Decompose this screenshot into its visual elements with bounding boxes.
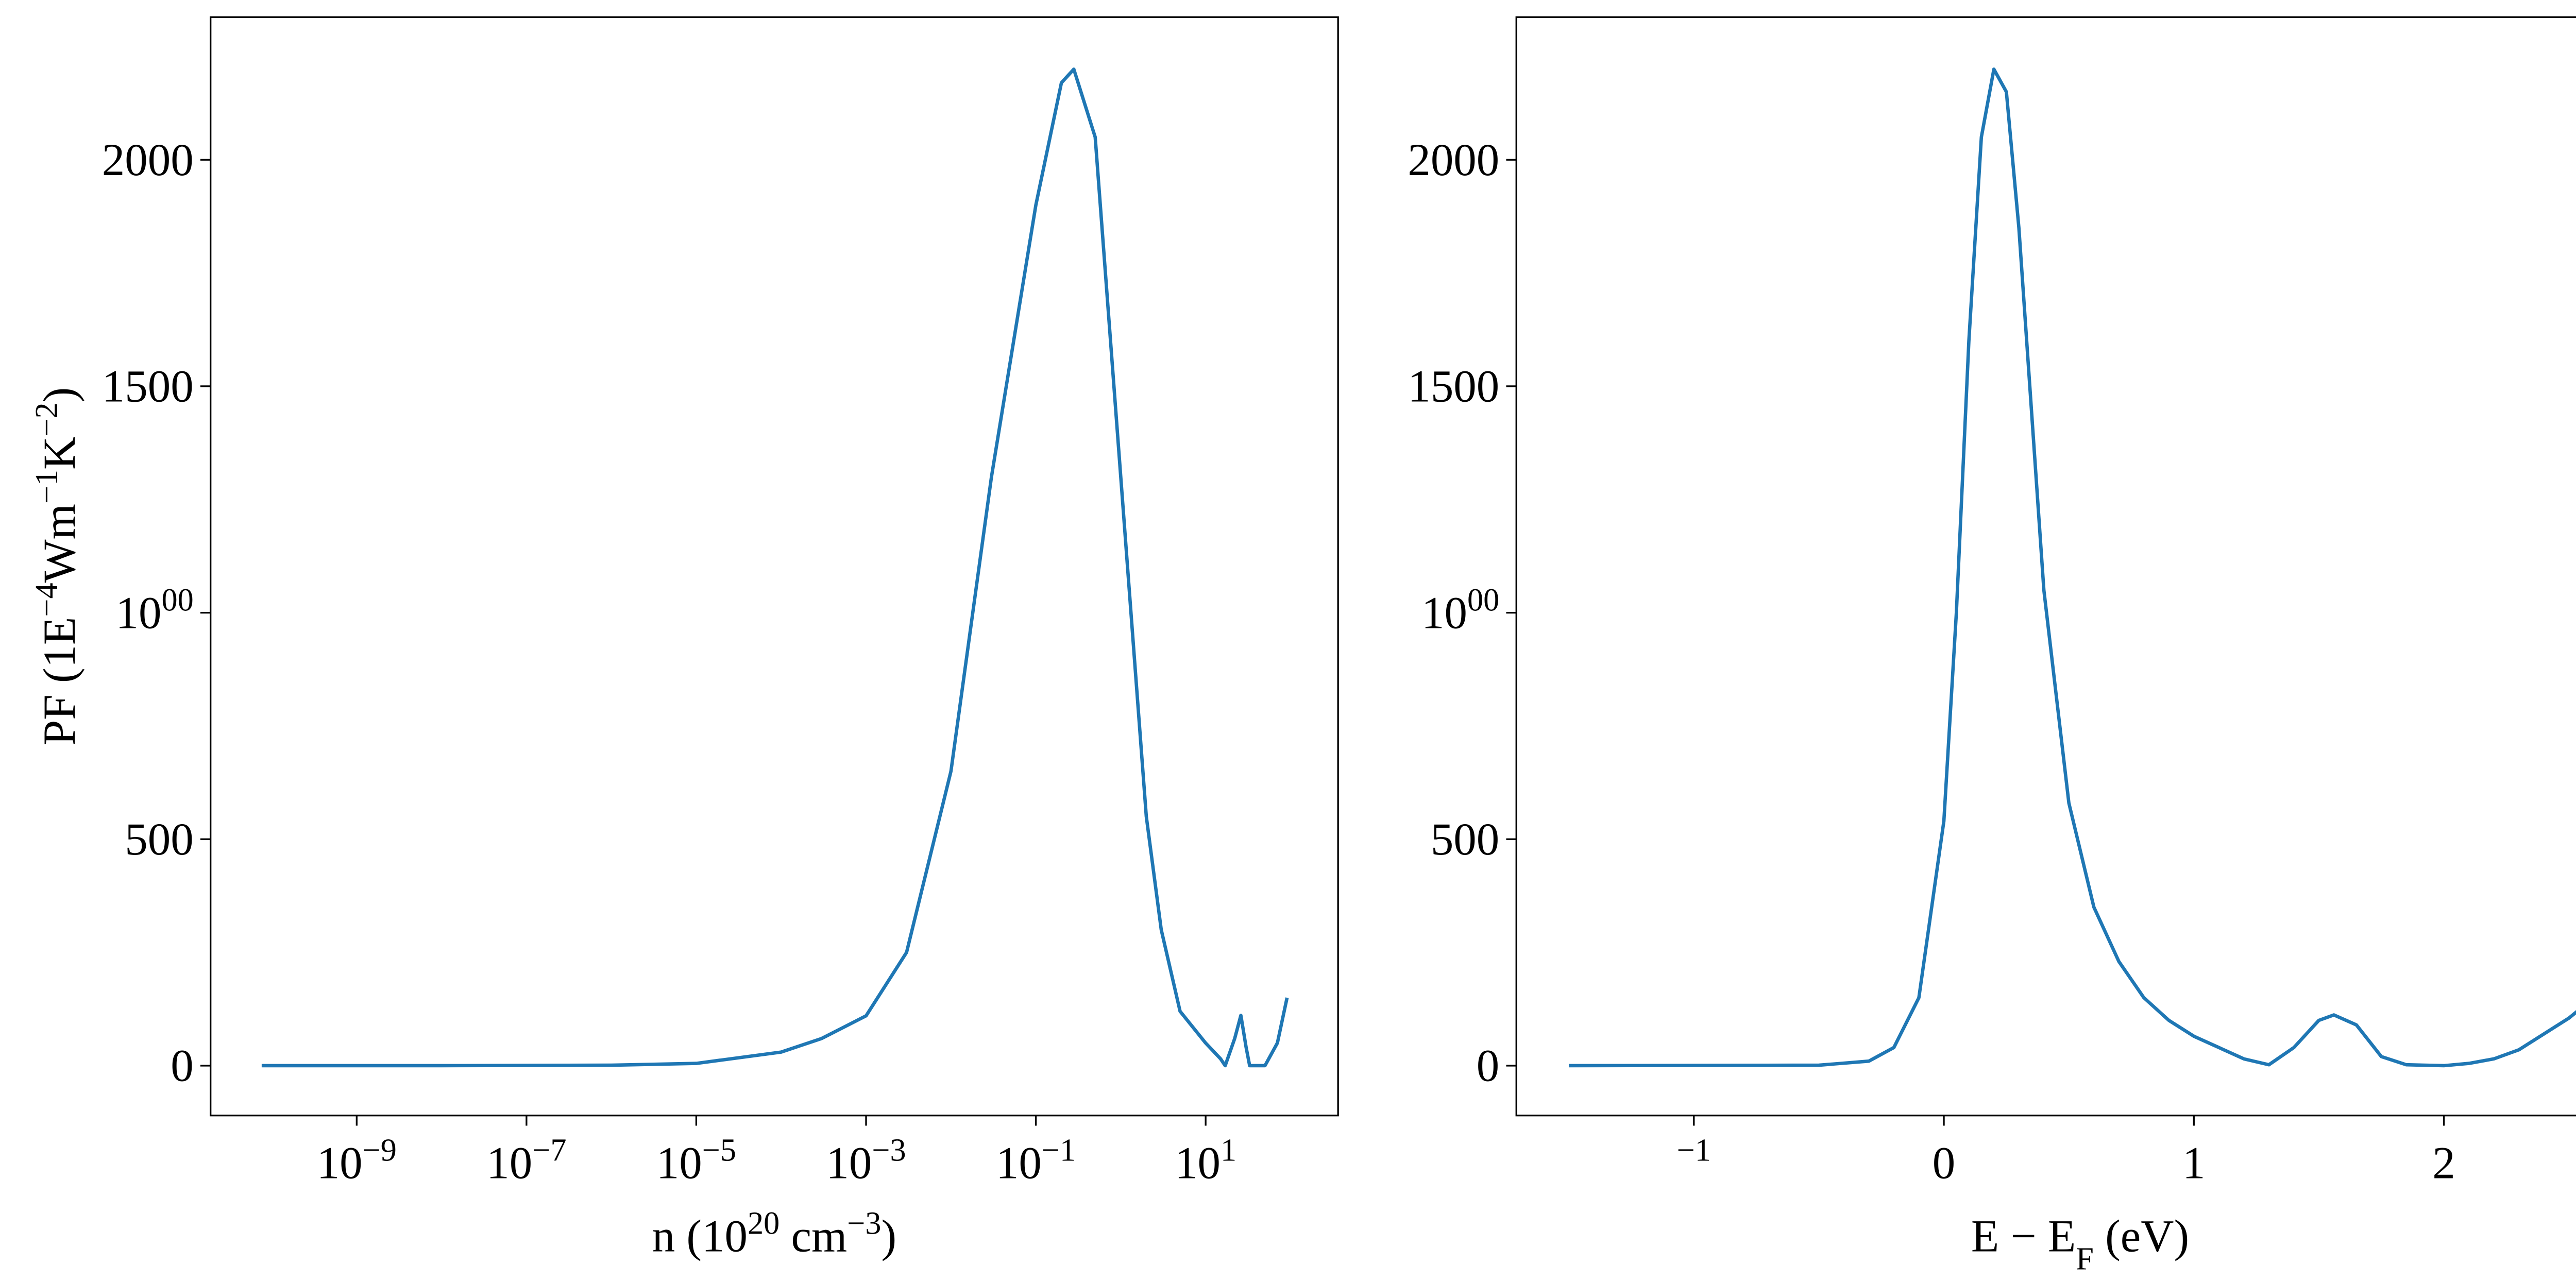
x-tick-label: 2 <box>2432 1138 2455 1189</box>
y-axis-label: PF (1E−4Wm−1K−2) <box>29 387 85 746</box>
x-axis-label: E − EF (eV) <box>1971 1211 2189 1276</box>
x-tick-label: 0 <box>1933 1138 1955 1189</box>
x-tick-label: −1 <box>1677 1132 1711 1168</box>
y-tick-label: 1500 <box>1408 362 1499 412</box>
x-tick-label: 1 <box>2182 1138 2205 1189</box>
x-tick-label: 10−5 <box>656 1132 736 1189</box>
x-axis-label: n (1020 cm−3) <box>652 1205 896 1262</box>
data-line <box>1569 67 2576 1068</box>
y-tick-label: 1000 <box>115 582 193 639</box>
x-tick-label: 10−1 <box>996 1132 1076 1189</box>
x-tick-label: 10−7 <box>486 1132 566 1189</box>
x-tick-label: 10−3 <box>826 1132 906 1189</box>
y-tick-label: 2000 <box>102 135 194 185</box>
y-tick-label: 500 <box>125 814 193 865</box>
y-tick-label: 1500 <box>102 362 194 412</box>
y-tick-label: 0 <box>171 1041 193 1091</box>
x-tick-label: 101 <box>1175 1132 1236 1189</box>
x-tick-label: 10−9 <box>317 1132 397 1189</box>
y-tick-label: 1000 <box>1421 582 1499 639</box>
plot-frame <box>1515 16 2576 1117</box>
y-tick-label: 2000 <box>1408 135 1499 185</box>
plot-frame <box>210 16 1339 1117</box>
y-tick-label: 0 <box>1477 1041 1499 1091</box>
data-line <box>261 67 1289 1068</box>
y-tick-label: 500 <box>1431 814 1499 865</box>
